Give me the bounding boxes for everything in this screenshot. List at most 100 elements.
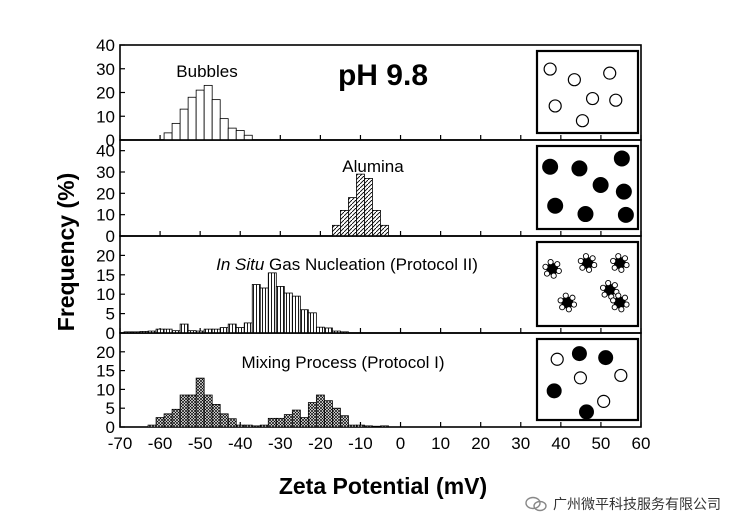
attached-bubble (562, 292, 569, 299)
attached-bubble (579, 264, 586, 271)
x-tick-label: -40 (228, 434, 253, 453)
y-tick-label: 5 (106, 399, 115, 418)
histogram-bar (187, 96, 197, 141)
bubble (614, 368, 628, 383)
y-tick-label: 30 (96, 163, 115, 182)
bubble (575, 114, 590, 128)
attached-bubble (599, 284, 607, 291)
attached-bubble (611, 264, 618, 271)
attached-bubble (577, 257, 584, 264)
attached-bubble (582, 253, 589, 260)
panel-1: 0 10 20 30 40 Bubbles (96, 36, 642, 150)
y-tick-label: 10 (96, 285, 115, 304)
histogram-bar (227, 418, 237, 428)
y-tick-label: 15 (96, 266, 115, 285)
histogram-bar (299, 309, 309, 334)
alumina-particle (598, 350, 614, 366)
attached-bubble (547, 259, 554, 266)
y-tick-label: 0 (106, 418, 115, 437)
histogram-bar (147, 424, 157, 428)
y-tick-label: 15 (96, 362, 115, 381)
histogram-bar (372, 425, 381, 428)
histogram-bar (203, 84, 213, 141)
inset-mixed-circles (535, 337, 640, 422)
attached-bubble (565, 306, 572, 313)
histogram-bar (259, 424, 269, 428)
histogram-bar (227, 323, 237, 334)
attached-bubble (557, 297, 564, 304)
alumina-particle (578, 404, 594, 420)
histogram-bar (356, 173, 365, 237)
attached-bubble (559, 304, 566, 311)
x-axis-label: Zeta Potential (mV) (279, 473, 487, 499)
alumina-particle (615, 183, 632, 200)
histogram-bar (235, 327, 245, 334)
alumina-particle (542, 158, 559, 175)
alumina-particle (592, 177, 609, 194)
x-tick-label: 50 (591, 434, 610, 453)
histogram-bar (299, 417, 309, 428)
histogram-bar (364, 425, 373, 428)
attached-bubble (601, 291, 608, 298)
histogram-bar (235, 424, 245, 428)
histogram-bar (243, 424, 253, 428)
x-tick-label: 0 (396, 434, 405, 453)
histogram-bar (171, 122, 181, 141)
histogram-bar (283, 414, 293, 428)
histogram-bar (307, 312, 317, 334)
histogram-bar (372, 209, 381, 237)
histogram-bar (323, 400, 333, 428)
histogram-bar (219, 413, 229, 428)
inset-open-circles (535, 49, 640, 135)
attached-bubble (611, 304, 618, 311)
histogram-bar (219, 327, 229, 334)
x-tick-label: -10 (348, 434, 373, 453)
x-tick-label: 20 (471, 434, 490, 453)
histogram-bar (348, 424, 357, 428)
histogram-bar (203, 394, 213, 428)
y-tick-label: 5 (106, 305, 115, 324)
watermark: 广州微平科技服务有限公司 (525, 494, 721, 514)
x-tick-label: 30 (511, 434, 530, 453)
histogram-bar (211, 404, 221, 428)
x-tick-label: 60 (632, 434, 651, 453)
bubble (573, 371, 588, 385)
histogram-bar (155, 417, 165, 428)
attached-bubble (610, 297, 617, 304)
alumina-particle (571, 160, 588, 177)
wechat-logo-icon (525, 496, 547, 512)
y-tick-label: 20 (96, 343, 115, 362)
histogram-bar (348, 197, 357, 237)
panel-title: In Situ Gas Nucleation (Protocol II) (216, 255, 478, 274)
histogram-bar (219, 118, 229, 141)
y-tick-label: 40 (96, 36, 115, 55)
x-tick-label: -60 (148, 434, 173, 453)
histogram-bar (267, 272, 277, 334)
x-tick-label: -30 (268, 434, 293, 453)
histogram-bar (251, 284, 261, 334)
attached-bubble (589, 255, 596, 262)
attached-bubble (623, 262, 630, 269)
bubble (585, 91, 600, 106)
histogram-bar (307, 402, 317, 428)
attached-bubble (611, 282, 618, 289)
alumina-particle (577, 206, 594, 223)
histogram-bar (380, 224, 389, 237)
histogram-bar (332, 407, 341, 428)
ph-label: pH 9.8 (338, 59, 428, 92)
histogram-bar (251, 425, 261, 428)
bubble (603, 66, 617, 80)
y-tick-label: 20 (96, 84, 115, 103)
x-tick-label: -70 (108, 434, 133, 453)
attached-bubble (555, 267, 562, 274)
histogram-bar (283, 292, 293, 334)
alumina-particle (617, 206, 634, 223)
attached-bubble (550, 272, 557, 279)
bubble (548, 99, 562, 113)
panel-title: Bubbles (176, 62, 237, 81)
attached-bubble (618, 306, 625, 313)
histogram-bar (187, 394, 197, 428)
histogram-bar (179, 323, 189, 334)
y-axis-label: Frequency (%) (53, 173, 79, 331)
